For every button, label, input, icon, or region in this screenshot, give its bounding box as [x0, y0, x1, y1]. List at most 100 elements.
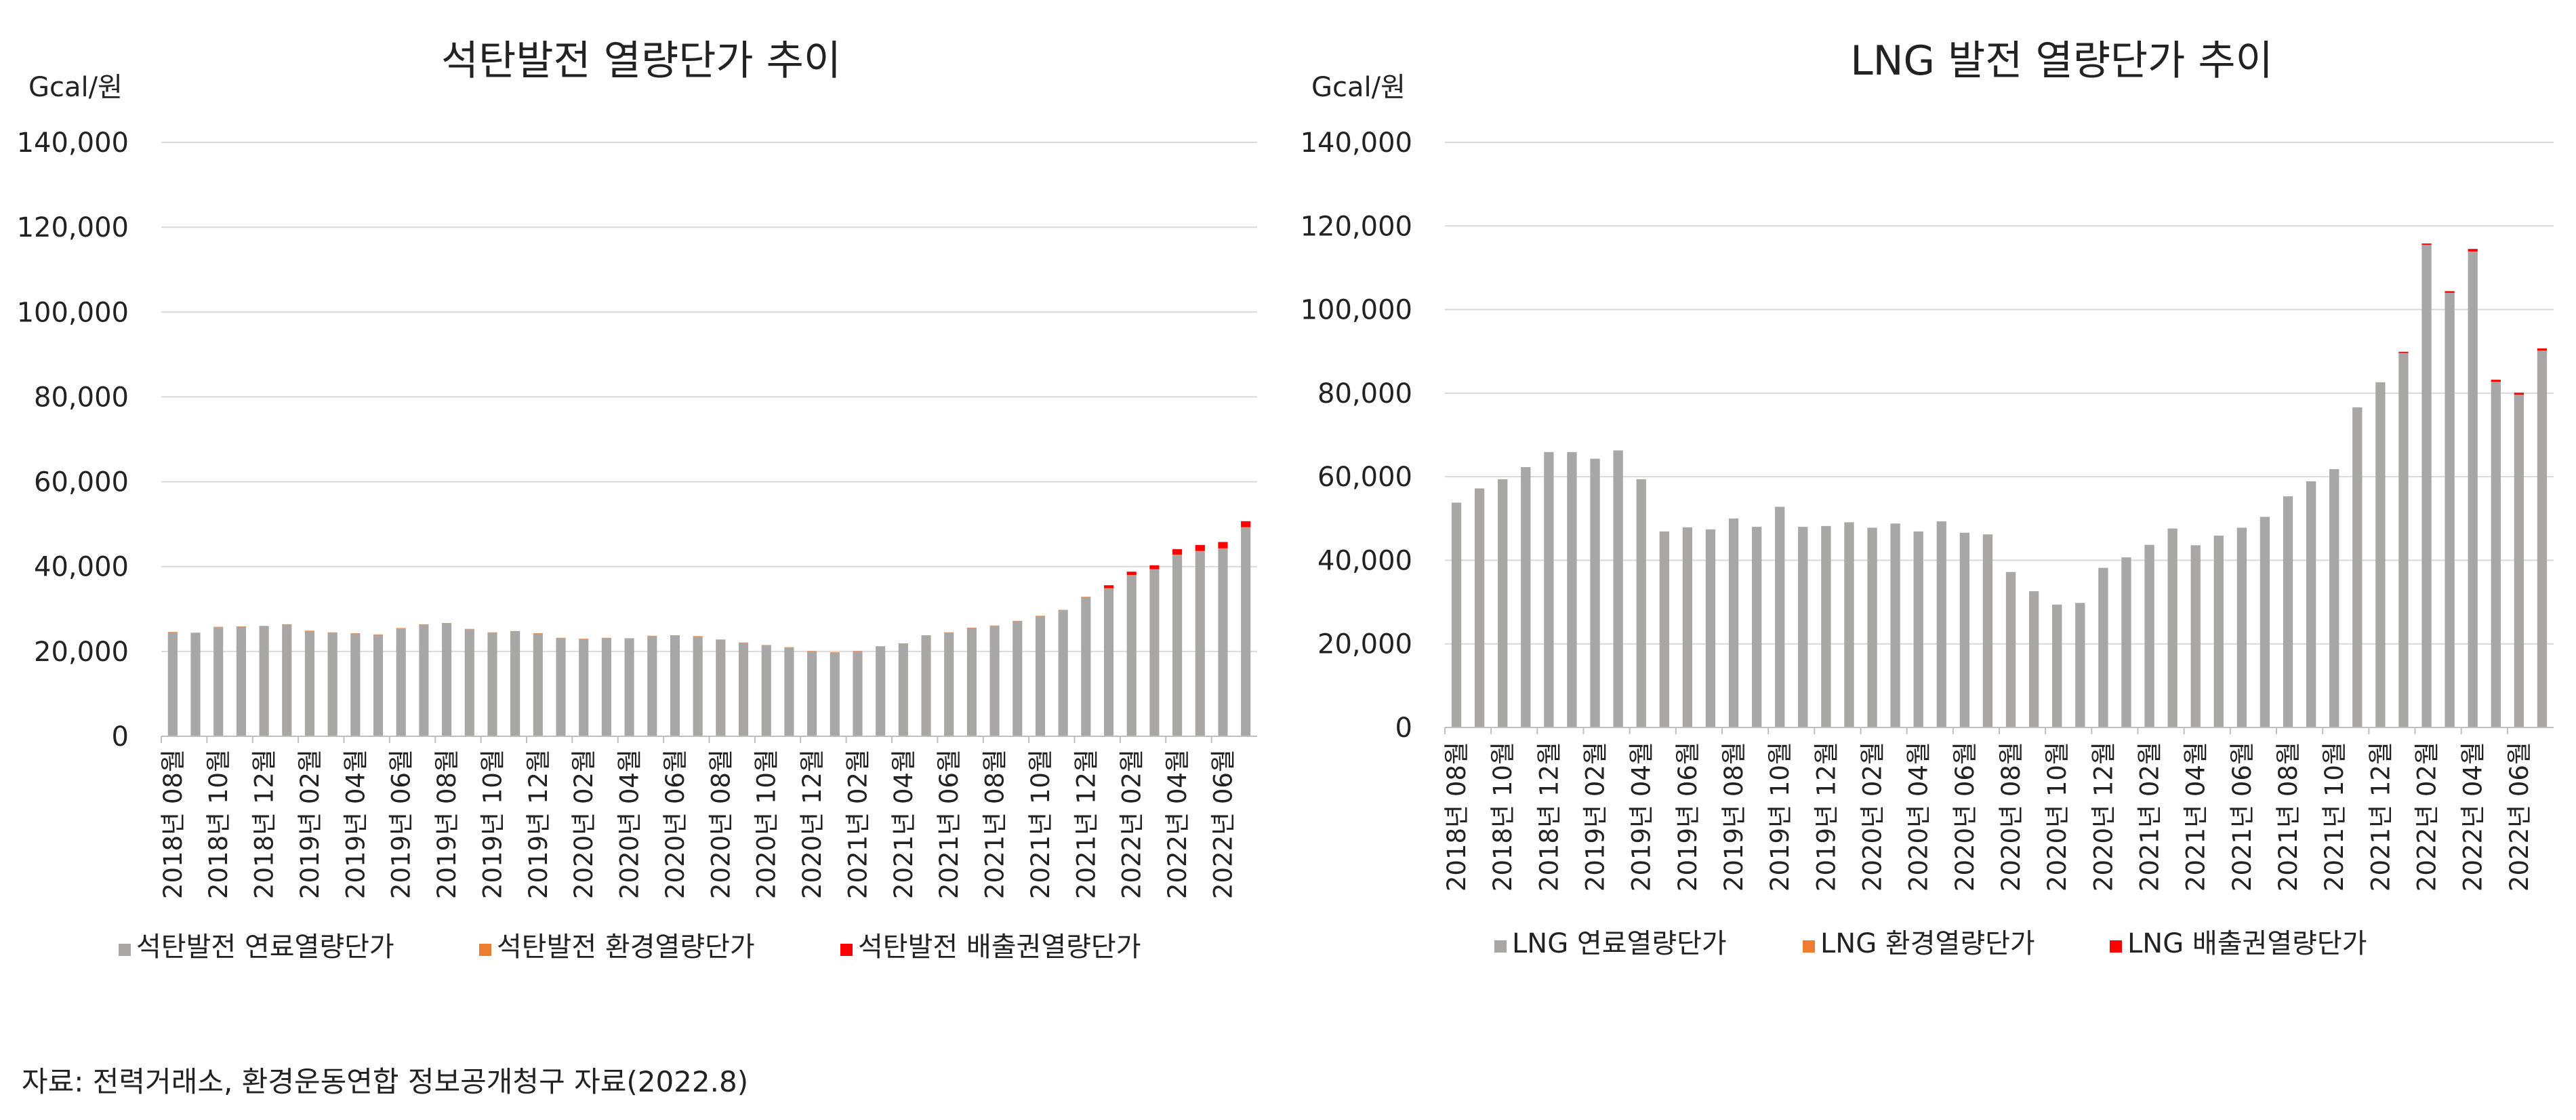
bar-emission [2514, 393, 2524, 395]
bar-env [853, 651, 863, 652]
x-tick-label: 2021년 02월 [843, 749, 872, 899]
legend-swatch [119, 944, 131, 956]
bar-env [670, 635, 680, 636]
bar-fuel [2306, 481, 2316, 727]
bar-fuel [1798, 527, 1808, 727]
x-tick-label: 2021년 04월 [2182, 742, 2211, 892]
bar-fuel [647, 636, 657, 736]
y-tick-label: 140,000 [17, 127, 129, 159]
legend-label: 석탄발전 환경열량단가 [497, 932, 755, 963]
x-tick-label: 2019년 02월 [295, 749, 325, 899]
x-tick-label: 2022년 02월 [1118, 749, 1147, 899]
x-tick-label: 2018년 08월 [1442, 742, 1471, 892]
bar-fuel [1567, 452, 1577, 727]
legend-swatch [2110, 940, 2122, 953]
bar-env [1241, 527, 1251, 528]
bar-env [1126, 575, 1137, 576]
bar-fuel [579, 639, 589, 736]
bar-env [282, 624, 292, 625]
x-tick-label: 2022년 04월 [1163, 749, 1192, 899]
bar-emission [1218, 542, 1228, 548]
x-tick-label: 2019년 10월 [478, 749, 507, 899]
y-tick-label: 80,000 [1317, 378, 1412, 409]
legend-swatch [840, 944, 853, 956]
y-tick-label: 40,000 [34, 552, 129, 583]
x-tick-label: 2021년 08월 [2274, 742, 2303, 892]
bar-env [464, 628, 474, 630]
bar-env [556, 637, 566, 639]
bar-env [601, 637, 611, 639]
y-tick-label: 140,000 [1301, 127, 1412, 159]
x-tick-label: 2019년 08월 [432, 749, 462, 899]
bar-fuel [989, 626, 1000, 736]
bar-emission [2491, 380, 2501, 382]
bar-fuel [2167, 528, 2178, 727]
legend-label: LNG 연료열량단가 [1512, 928, 1727, 959]
bar-fuel [1775, 506, 1785, 727]
bar-fuel [1521, 466, 1531, 727]
x-tick-label: 2022년 06월 [2505, 742, 2534, 892]
bar-emission [2421, 243, 2432, 245]
bar-env [647, 635, 657, 637]
bar-fuel [2445, 292, 2455, 727]
bar-fuel [1728, 518, 1739, 727]
bar-fuel [442, 623, 452, 736]
y-tick-label: 120,000 [1301, 211, 1412, 242]
bar-fuel [1682, 527, 1693, 727]
bar-fuel [533, 633, 543, 736]
bar-emission [2445, 291, 2455, 293]
bar-fuel [1035, 616, 1046, 736]
bar-fuel [1103, 588, 1114, 736]
bar-emission [1149, 565, 1160, 569]
x-tick-label: 2020년 12월 [798, 749, 827, 899]
x-tick-label: 2020년 06월 [1950, 742, 1980, 892]
bar-env [510, 631, 520, 632]
bar-fuel [761, 645, 771, 736]
bar-fuel [1081, 597, 1091, 736]
bar-emission [2468, 249, 2478, 252]
bar-env [716, 639, 726, 640]
bar-fuel [1013, 621, 1023, 736]
source-note: 자료: 전력거래소, 환경운동연합 정보공개청구 자료(2022.8) [22, 1065, 749, 1098]
bar-fuel [2352, 407, 2363, 727]
x-tick-label: 2019년 10월 [1765, 742, 1795, 892]
legend-swatch [1494, 940, 1507, 953]
x-tick-label: 2018년 10월 [1488, 742, 1517, 892]
x-tick-label: 2021년 12월 [2366, 742, 2395, 892]
bar-fuel [1241, 527, 1251, 736]
legend-swatch [1803, 940, 1815, 953]
bar-fuel [2236, 527, 2247, 727]
bar-fuel [1149, 569, 1160, 736]
bar-env [1195, 551, 1205, 552]
bar-fuel [1936, 521, 1946, 727]
x-tick-label: 2019년 04월 [1627, 742, 1656, 892]
x-tick-label: 2020년 10월 [2043, 742, 2072, 892]
x-tick-label: 2021년 10월 [2320, 742, 2349, 892]
bar-fuel [190, 633, 201, 736]
bar-fuel [1913, 531, 1923, 727]
bar-fuel [327, 633, 338, 736]
bar-fuel [1498, 479, 1508, 727]
y-tick-label: 100,000 [17, 297, 129, 328]
bar-fuel [282, 624, 292, 736]
y-tick-label: 80,000 [34, 382, 129, 413]
y-tick-label: 100,000 [1301, 295, 1412, 326]
bar-fuel [2052, 604, 2062, 727]
bar-fuel [2491, 382, 2501, 727]
bar-fuel [236, 626, 246, 736]
bar-env [784, 647, 794, 648]
y-tick-label: 20,000 [1317, 629, 1412, 660]
bar-env [350, 633, 361, 634]
bar-fuel [1126, 575, 1137, 736]
legend-swatch [479, 944, 491, 956]
y-tick-label: 60,000 [1317, 462, 1412, 493]
bar-fuel [1195, 551, 1205, 736]
bar-fuel [1844, 522, 1854, 727]
bar-env [624, 638, 634, 639]
x-tick-label: 2021년 10월 [1026, 749, 1055, 899]
bar-fuel [2468, 251, 2478, 728]
bar-fuel [624, 639, 634, 736]
bar-fuel [2514, 395, 2524, 727]
bar-fuel [1959, 532, 1970, 727]
x-tick-label: 2020년 04월 [615, 749, 645, 899]
